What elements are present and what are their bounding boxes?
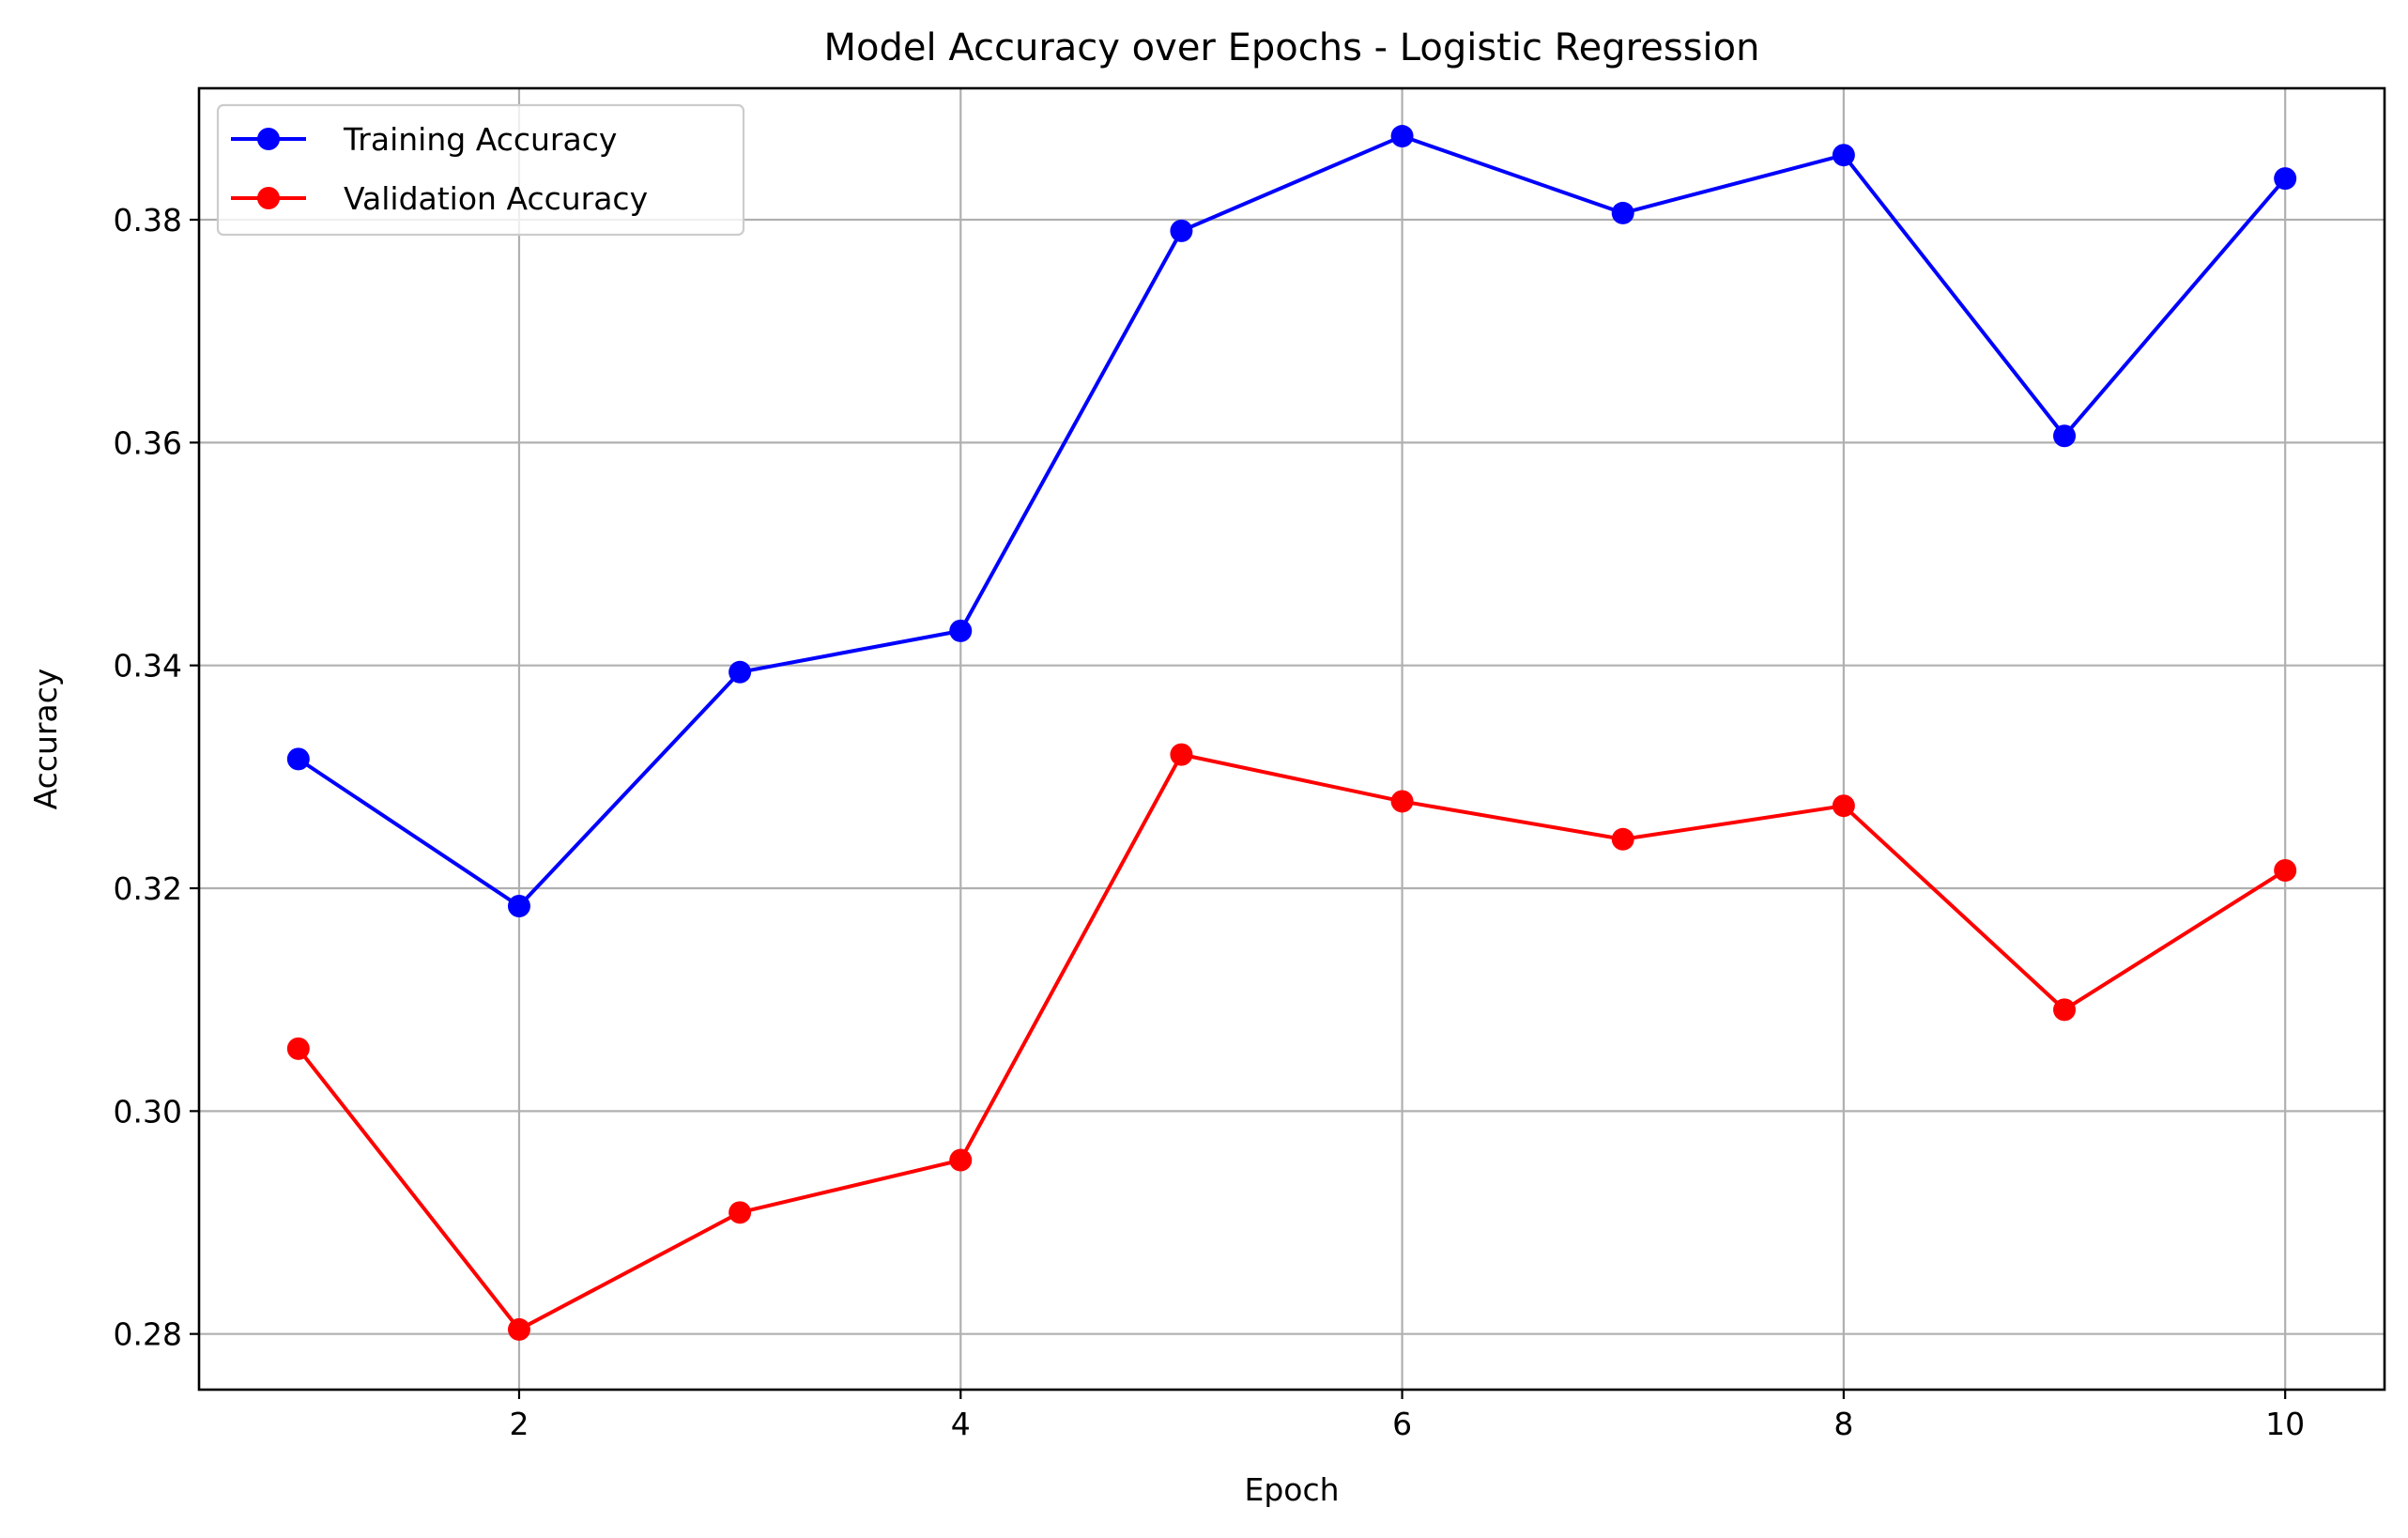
series-layer bbox=[286, 125, 2297, 1341]
legend-label-validation: Validation Accuracy bbox=[344, 180, 648, 217]
y-tick-label: 0.38 bbox=[114, 202, 182, 238]
data-point-training bbox=[949, 619, 973, 642]
y-tick-label: 0.36 bbox=[114, 424, 182, 461]
data-point-training bbox=[729, 660, 752, 684]
tick-layer: 2 4 6 8 10 0.28 0.30 0.32 0.34 0.36 0.38 bbox=[114, 202, 2306, 1442]
data-point-validation bbox=[1832, 794, 1855, 818]
y-tick-label: 0.32 bbox=[114, 870, 182, 907]
data-point-training bbox=[1611, 201, 1634, 224]
data-point-training bbox=[2274, 167, 2297, 191]
data-point-validation bbox=[1611, 827, 1634, 851]
y-axis-label: Accuracy bbox=[27, 669, 64, 810]
series-line-validation bbox=[297, 752, 2287, 1331]
legend-marker-validation bbox=[257, 187, 280, 209]
grid-layer bbox=[199, 88, 2385, 1390]
x-tick-label: 2 bbox=[509, 1406, 529, 1442]
legend-marker-training bbox=[257, 128, 280, 150]
data-point-validation bbox=[2274, 859, 2297, 883]
data-point-validation bbox=[286, 1037, 310, 1060]
data-point-validation bbox=[729, 1201, 752, 1224]
data-point-training bbox=[2053, 424, 2077, 448]
y-tick-label: 0.34 bbox=[114, 648, 182, 684]
plot-frame bbox=[197, 86, 2386, 1392]
legend-label-training: Training Accuracy bbox=[343, 121, 617, 158]
y-tick-label: 0.28 bbox=[114, 1316, 182, 1353]
data-point-training bbox=[286, 747, 310, 771]
x-tick-label: 10 bbox=[2265, 1406, 2305, 1442]
data-point-validation bbox=[507, 1317, 530, 1341]
series-line-training bbox=[297, 134, 2287, 908]
data-point-validation bbox=[949, 1148, 973, 1172]
x-axis-label: Epoch bbox=[1244, 1471, 1339, 1508]
y-tick-label: 0.30 bbox=[114, 1093, 182, 1130]
data-point-validation bbox=[1390, 790, 1414, 813]
data-point-training bbox=[507, 894, 530, 917]
x-tick-label: 6 bbox=[1392, 1406, 1412, 1442]
data-point-training bbox=[1390, 125, 1414, 148]
x-tick-label: 8 bbox=[1833, 1406, 1853, 1442]
legend-box bbox=[216, 103, 745, 237]
data-point-validation bbox=[2053, 998, 2077, 1022]
x-tick-label: 4 bbox=[951, 1406, 971, 1442]
data-point-training bbox=[1170, 219, 1193, 242]
chart-title: Model Accuracy over Epochs - Logistic Re… bbox=[824, 26, 1760, 69]
data-point-training bbox=[1832, 144, 1855, 167]
legend: Training Accuracy Validation Accuracy bbox=[216, 103, 745, 237]
data-point-validation bbox=[1170, 743, 1193, 766]
